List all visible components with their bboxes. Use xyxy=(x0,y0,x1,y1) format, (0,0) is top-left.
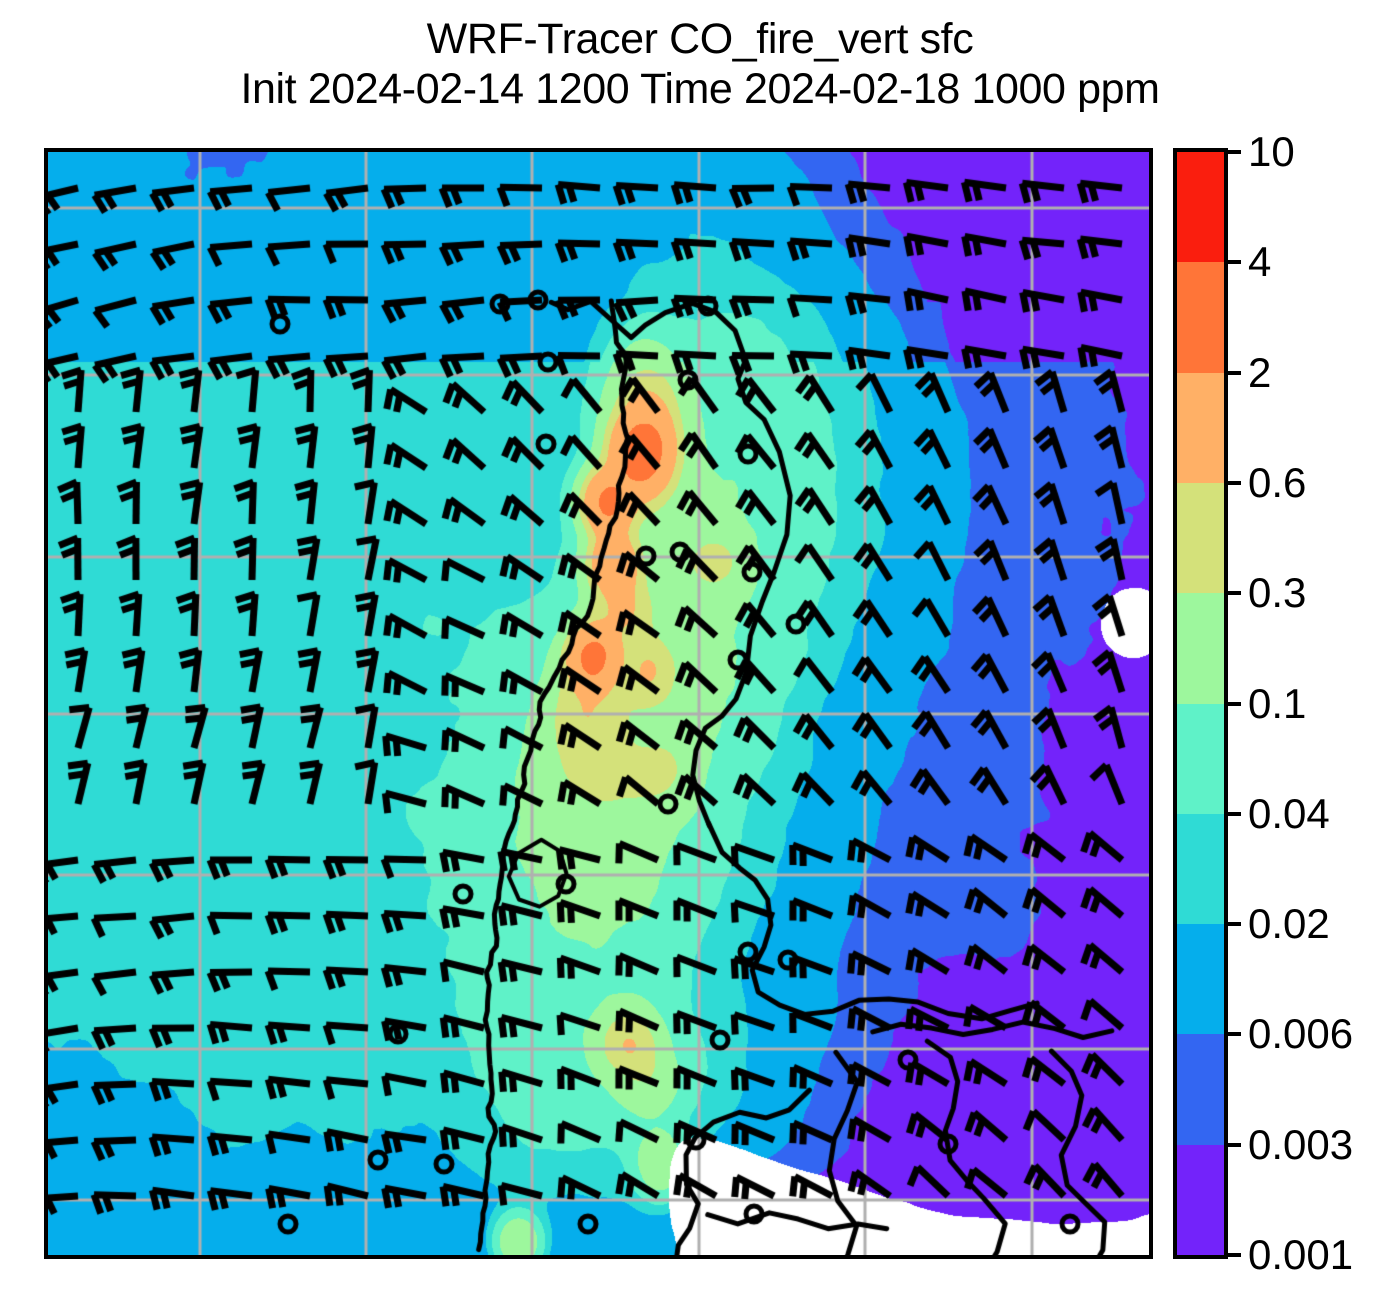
colorbar-band-0.1-0.3 xyxy=(1177,592,1224,704)
colorbar-tick-label: 2 xyxy=(1248,348,1272,396)
colorbar-tick-label: 0.02 xyxy=(1248,900,1330,948)
colorbar-tick-mark xyxy=(1228,922,1241,927)
figure-title-line-1: WRF-Tracer CO_fire_vert sfc xyxy=(426,15,974,63)
colorbar-band-0.02-0.04 xyxy=(1177,813,1224,925)
colorbar-tick-mark xyxy=(1228,1253,1241,1257)
colorbar-tick-label: 0.001 xyxy=(1248,1231,1354,1278)
colorbar-band-0.3-0.6 xyxy=(1177,482,1224,594)
colorbar-tick-label: 0.003 xyxy=(1248,1120,1354,1168)
colorbar[interactable] xyxy=(1173,148,1228,1259)
colorbar-band-0.6-2 xyxy=(1177,372,1224,483)
colorbar-tick-label: 10 xyxy=(1248,128,1295,175)
colorbar-tick-label: 0.6 xyxy=(1248,458,1307,506)
colorbar-band-0.001-0.003 xyxy=(1177,1144,1224,1255)
colorbar-tick-label: 0.3 xyxy=(1248,569,1307,617)
colorbar-tick-mark xyxy=(1228,1032,1241,1037)
colorbar-tick-mark xyxy=(1228,811,1241,816)
colorbar-tick-mark xyxy=(1228,480,1241,485)
colorbar-tick-label: 0.1 xyxy=(1248,679,1307,727)
contour-field-canvas xyxy=(48,152,1149,1255)
figure-title: WRF-Tracer CO_fire_vert sfc Init 2024-02… xyxy=(0,14,1400,114)
colorbar-tick-mark xyxy=(1228,370,1241,375)
colorbar-tick-group: 0.001 0.003 0.006 0.02 0.04 0.1 0.3 0.6 2 4 10 xyxy=(1228,128,1398,1278)
colorbar-tick-mark xyxy=(1228,1142,1241,1147)
map-plot-area[interactable] xyxy=(44,148,1153,1259)
colorbar-band-0.04-0.1 xyxy=(1177,702,1224,814)
figure-title-line-2: Init 2024-02-14 1200 Time 2024-02-18 100… xyxy=(240,65,1160,113)
colorbar-tick-mark xyxy=(1228,150,1241,154)
colorbar-tick-mark xyxy=(1228,591,1241,596)
colorbar-tick-label: 0.04 xyxy=(1248,789,1330,837)
colorbar-band-0.006-0.02 xyxy=(1177,923,1224,1035)
colorbar-band-4-10 xyxy=(1177,152,1224,263)
colorbar-tick-label: 4 xyxy=(1248,238,1272,286)
colorbar-tick-mark xyxy=(1228,701,1241,706)
colorbar-band-2-4 xyxy=(1177,261,1224,373)
colorbar-band-0.003-0.006 xyxy=(1177,1033,1224,1145)
colorbar-tick-mark xyxy=(1228,260,1241,265)
colorbar-tick-label: 0.006 xyxy=(1248,1010,1354,1058)
